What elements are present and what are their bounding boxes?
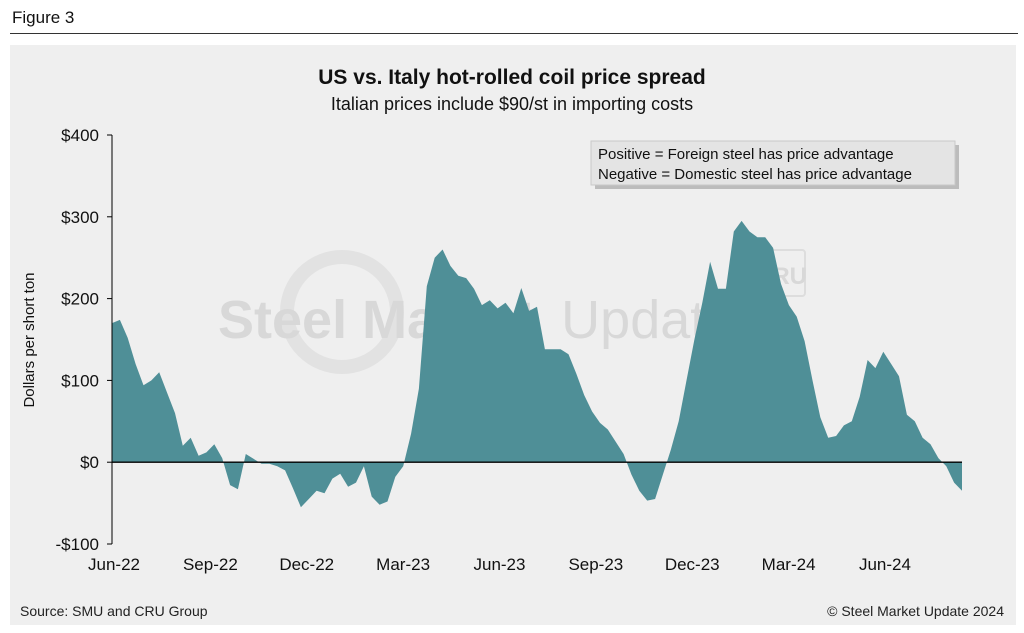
legend-background — [590, 140, 956, 186]
legend-line-negative: Negative = Domestic steel has price adva… — [598, 166, 912, 183]
x-tick-label: Mar-23 — [376, 555, 430, 574]
x-tick-label: Jun-24 — [859, 555, 911, 574]
area-layer — [112, 220, 962, 508]
y-tick-label: $200 — [61, 290, 99, 309]
x-tick-label: Jun-22 — [88, 555, 140, 574]
x-tick-label: Dec-23 — [665, 555, 720, 574]
y-tick-label: $400 — [61, 126, 99, 145]
spread-area — [112, 220, 962, 508]
watermark-circle — [280, 250, 404, 374]
y-axis-label: Dollars per short ton — [21, 272, 38, 407]
x-tick-label: Dec-22 — [279, 555, 334, 574]
y-tick-label: $0 — [80, 453, 99, 472]
legend-line-positive: Positive = Foreign steel has price advan… — [598, 146, 894, 163]
y-tick-label: $100 — [61, 371, 99, 390]
legend-box: Positive = Foreign steel has price advan… — [590, 140, 959, 189]
source-note: Source: SMU and CRU Group — [20, 603, 208, 619]
x-tick-label: Jun-23 — [473, 555, 525, 574]
chart-title: US vs. Italy hot-rolled coil price sprea… — [318, 66, 705, 89]
x-tick-label: Mar-24 — [762, 555, 816, 574]
copyright-note: © Steel Market Update 2024 — [827, 603, 1004, 619]
figure-label: Figure 3 — [12, 8, 75, 27]
top-rule — [10, 33, 1018, 34]
chart-subtitle: Italian prices include $90/st in importi… — [331, 94, 693, 114]
x-tick-label: Sep-22 — [183, 555, 238, 574]
y-tick-label: -$100 — [56, 535, 99, 554]
y-tick-label: $300 — [61, 208, 99, 227]
x-tick-label: Sep-23 — [568, 555, 623, 574]
